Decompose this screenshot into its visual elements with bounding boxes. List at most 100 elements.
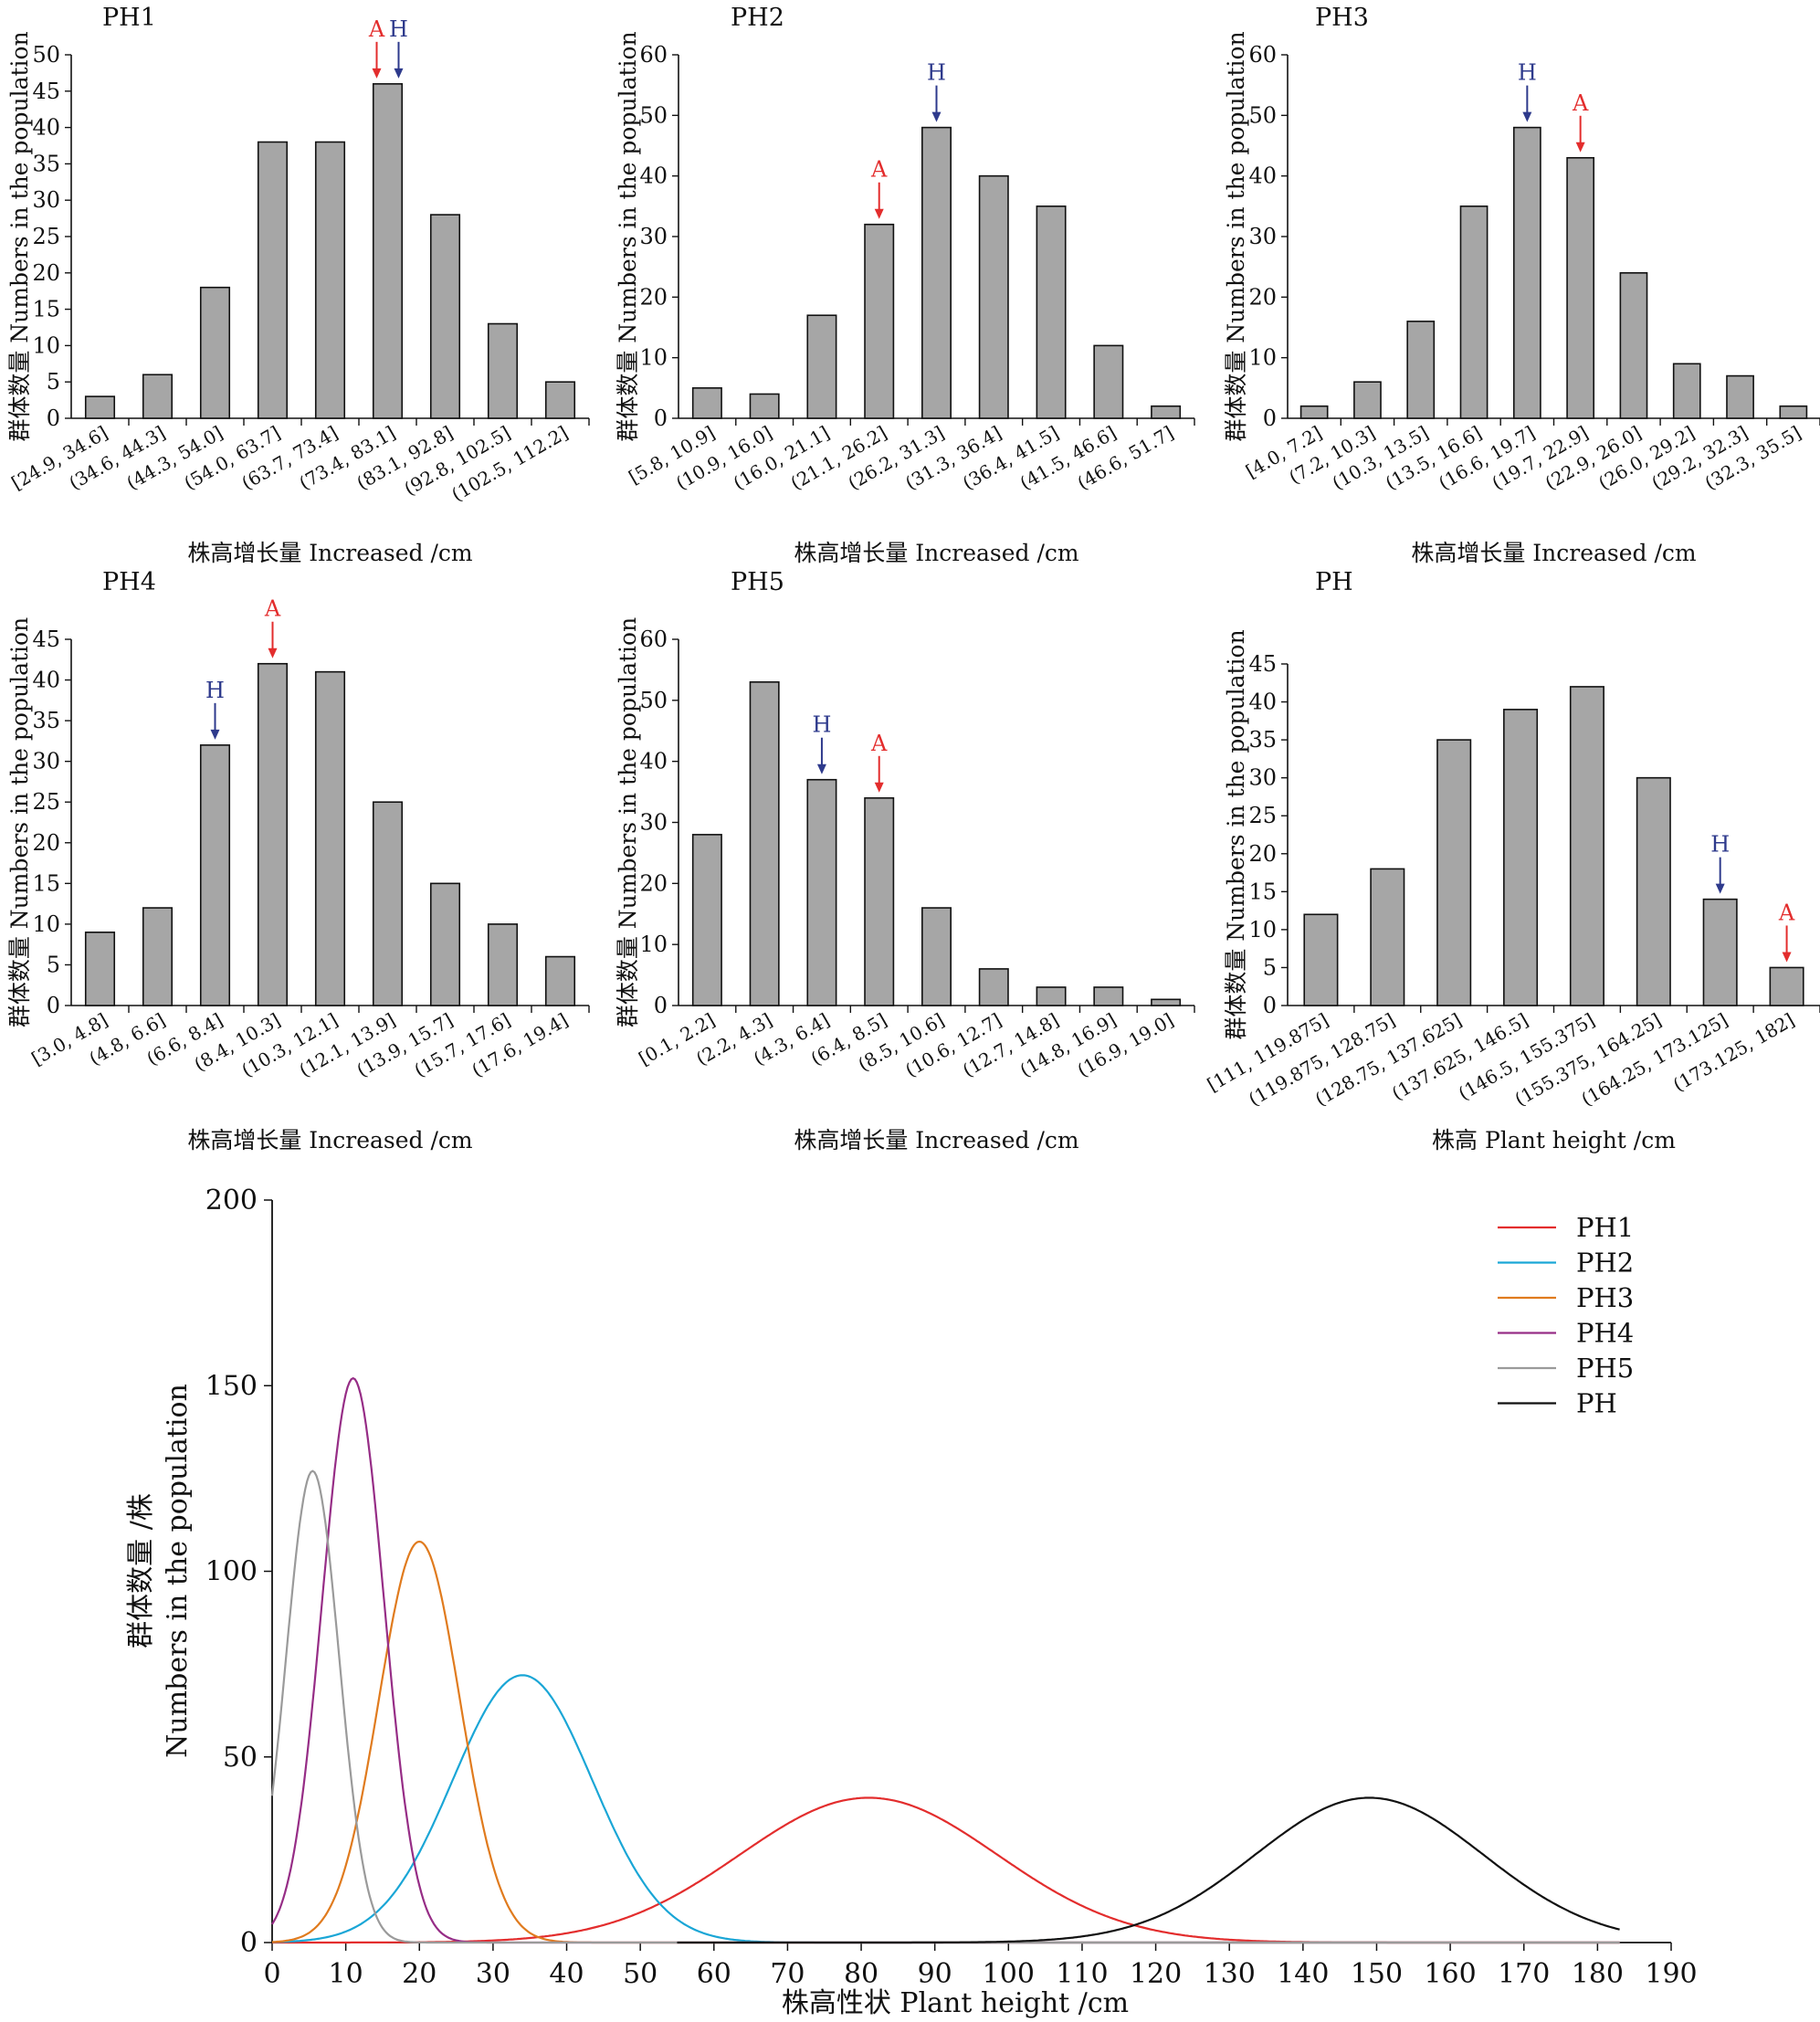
curve-axes: 0 10 20 30 40 50 60 70 80 90 100 110 120 130 140 150 160… [125, 1185, 1698, 2019]
x-axis-title: 株高性状 Plant height /cm [782, 1987, 1129, 2019]
bar [1036, 205, 1067, 419]
bar [1151, 405, 1182, 419]
legend-label: PH4 [1576, 1318, 1634, 1349]
bar [749, 393, 780, 419]
x-tick-label: 80 [844, 1958, 878, 1990]
y-tick-label: 0 [240, 1927, 258, 1959]
y-tick-label: 60 [639, 42, 668, 68]
normal-curve-chart: 0 10 20 30 40 50 60 70 80 90 100 110 120 130 140 150 160… [125, 1185, 1698, 2019]
bar [978, 174, 1009, 419]
y-axis-title: 群体数量 Numbers in the population [615, 617, 641, 1027]
y-tick-label: 30 [32, 749, 60, 774]
marker-h: H [1518, 60, 1537, 122]
curve-lines [270, 1376, 1620, 1944]
bar [199, 286, 231, 419]
bar [1299, 405, 1329, 419]
y-tick-label: 40 [639, 749, 668, 774]
bar [864, 223, 895, 419]
series-line-ph1 [272, 1796, 1620, 1944]
y-tick-label: 15 [32, 870, 60, 896]
y-tick-label: 200 [205, 1185, 258, 1216]
marker-arrow-head [874, 208, 884, 219]
x-tick-label: 140 [1277, 1958, 1329, 1990]
y-tick-label: 10 [32, 332, 60, 358]
panel-title: PH4 [102, 568, 156, 596]
x-tick-label: 90 [918, 1958, 952, 1990]
y-tick-label: 35 [32, 708, 60, 733]
bar [691, 387, 722, 419]
y-tick-label: 50 [1248, 102, 1277, 128]
x-tick-label: 50 [623, 1958, 658, 1990]
y-tick-label: 20 [32, 260, 60, 286]
y-tick-label: 15 [32, 297, 60, 322]
y-tick-label: 40 [1248, 690, 1277, 715]
series-line-ph5 [270, 1469, 1620, 1944]
y-axis-title-cn: 群体数量 /株 [125, 1493, 157, 1648]
bar [1093, 986, 1124, 1006]
panel-title: PH3 [1315, 4, 1369, 32]
x-tick-label: 190 [1645, 1958, 1697, 1990]
bar [1566, 156, 1595, 419]
bar [1672, 363, 1701, 419]
bar [1370, 868, 1405, 1006]
bar [1353, 381, 1382, 419]
marker-arrow-head [1715, 883, 1725, 894]
marker-a: A [870, 157, 888, 219]
y-tick-label: 150 [205, 1370, 258, 1402]
x-tick-label: 120 [1130, 1958, 1182, 1990]
marker-a: A [264, 596, 281, 658]
marker-a: A [1778, 900, 1795, 963]
y-tick-label: 25 [32, 789, 60, 815]
legend-label: PH5 [1576, 1353, 1634, 1384]
x-axis-title: 株高增长量 Increased /cm [1411, 540, 1697, 566]
marker-arrow-head [1522, 111, 1532, 122]
y-tick-label: 5 [47, 369, 60, 395]
bar [314, 141, 346, 419]
marker-arrow-head [874, 782, 884, 793]
y-tick-label: 10 [1248, 917, 1277, 943]
y-tick-label: 30 [32, 187, 60, 213]
marker-arrow-head [372, 68, 382, 79]
marker-arrow-head [210, 729, 220, 740]
panel-title: PH1 [102, 4, 156, 32]
y-tick-label: 40 [1248, 163, 1277, 189]
bar [487, 923, 519, 1006]
y-tick-label: 5 [1263, 954, 1277, 980]
marker-h: H [927, 60, 946, 122]
bar [1512, 126, 1541, 419]
y-axis-title: 群体数量 Numbers in the population [6, 617, 33, 1027]
bar [1569, 686, 1604, 1006]
marker-label: H [1710, 832, 1730, 858]
x-tick-label: 150 [1351, 1958, 1403, 1990]
bar [691, 834, 722, 1006]
y-tick-label: 10 [639, 932, 668, 957]
x-axis-title: 株高增长量 Increased /cm [187, 540, 473, 566]
x-tick-label: 10 [329, 1958, 363, 1990]
x-axis-title: 株高增长量 Increased /cm [794, 1127, 1079, 1153]
bar [84, 395, 116, 419]
bar [978, 968, 1009, 1006]
bar [806, 314, 837, 419]
bar [1151, 998, 1182, 1006]
y-axis-title: 群体数量 Numbers in the population [6, 31, 33, 441]
bar [142, 374, 174, 419]
x-tick-label: 130 [1204, 1958, 1256, 1990]
marker-a: A [1572, 90, 1589, 153]
y-tick-label: 5 [47, 952, 60, 977]
y-tick-label: 45 [1248, 651, 1277, 677]
bar [372, 801, 404, 1006]
legend-label: PH [1576, 1388, 1617, 1419]
bar [1726, 374, 1754, 419]
x-tick-label: 0 [263, 1958, 280, 1990]
marker-arrow-head [816, 764, 826, 774]
y-axis-title: 群体数量 Numbers in the population [1223, 629, 1249, 1039]
marker-arrow-head [931, 111, 942, 122]
bar [314, 670, 346, 1006]
y-axis-title-en: Numbers in the population [162, 1384, 194, 1758]
y-tick-label: 20 [32, 830, 60, 856]
marker-label: A [368, 16, 385, 42]
